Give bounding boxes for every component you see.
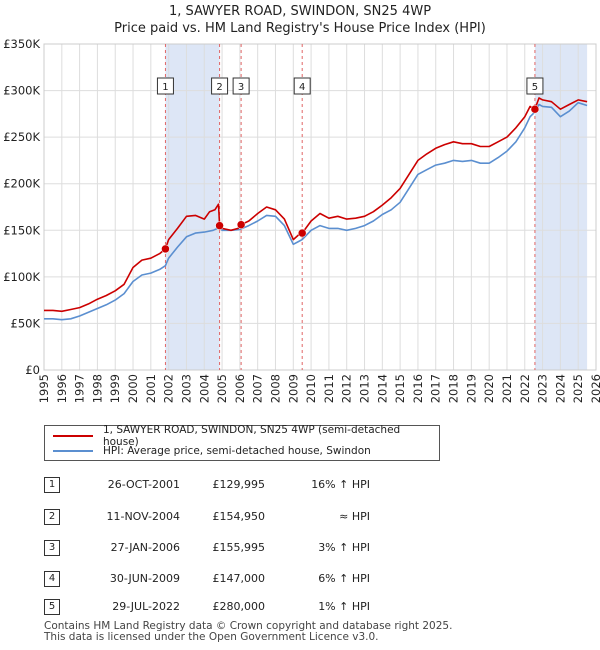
sale-date: 11-NOV-2004 [106,510,180,523]
sale-row: 5 29-JUL-2022 £280,000 1% ↑ HPI [0,597,600,617]
x-tick-label: 2007 [251,374,265,403]
y-tick-label: £250K [3,130,40,144]
x-tick-label: 1997 [73,374,87,403]
x-tick-label: 2003 [179,374,193,403]
sale-number-badge: 3 [44,540,60,556]
price-paid-line [44,97,588,313]
sale-row: 4 30-JUN-2009 £147,000 6% ↑ HPI [0,569,600,589]
y-tick-label: £350K [3,37,40,51]
sale-point [236,220,246,229]
chart-title-block: 1, SAWYER ROAD, SWINDON, SN25 4WP Price … [0,3,600,37]
hpi-line [44,101,588,321]
sale-number-badge: 1 [44,477,60,493]
x-tick-label: 2006 [233,374,247,403]
footer-attribution: Contains HM Land Registry data © Crown c… [44,621,452,643]
shaded-period [165,44,220,370]
x-tick-label: 2015 [393,374,407,403]
x-tick-label: 2017 [429,374,443,403]
footer-copyright: Contains HM Land Registry data © Crown c… [44,620,453,632]
chart-legend: 1, SAWYER ROAD, SWINDON, SN25 4WP (semi-… [44,424,440,461]
x-tick-label: 1999 [108,374,122,403]
sale-hpi-comparison: 3% ↑ HPI [318,541,370,554]
sale-hpi-comparison: 6% ↑ HPI [318,572,370,585]
x-tick-label: 2023 [536,374,550,403]
x-tick-label: 2025 [571,374,585,403]
sale-date: 29-JUL-2022 [112,600,180,613]
x-tick-label: 2021 [500,374,514,403]
y-tick-label: £300K [3,84,40,98]
legend-item-blue: HPI: Average price, semi-detached house,… [53,444,371,458]
chart-subtitle: Price paid vs. HM Land Registry's House … [114,21,486,36]
y-tick-label: £50K [11,316,41,330]
x-tick-label: 2011 [322,374,336,403]
x-tick-label: 2018 [447,374,461,403]
sale-row: 2 11-NOV-2004 £154,950 ≈ HPI [0,507,600,527]
legend-red-label: 1, SAWYER ROAD, SWINDON, SN25 4WP (semi-… [102,424,401,448]
sale-marker-label: 2 [216,82,222,93]
x-tick-label: 2004 [197,374,211,403]
sale-price: £129,995 [212,478,266,491]
legend-red-line [53,435,93,437]
x-tick-label: 1996 [55,374,69,403]
sale-date: 27-JAN-2006 [110,541,180,554]
sale-point [530,104,540,114]
x-tick-label: 2002 [162,374,176,403]
sale-price: £147,000 [212,572,266,585]
sale-hpi-comparison: 1% ↑ HPI [318,600,370,613]
x-tick-label: 2020 [482,374,496,403]
x-tick-label: 2009 [286,374,300,403]
sale-number-badge: 2 [44,509,60,525]
sale-number-badge: 4 [44,571,60,587]
x-tick-label: 1995 [37,374,51,403]
sale-point [297,228,307,238]
sale-marker-box [526,77,544,95]
sale-row: 3 27-JAN-2006 £155,995 3% ↑ HPI [0,538,600,558]
price-chart: £0 £50K £100K £150K £200K £250K £300K £350K 1995… [3,37,600,403]
chart-title: 1, SAWYER ROAD, SWINDON, SN25 4WP [168,4,432,19]
sale-row: 1 26-OCT-2001 £129,995 16% ↑ HPI [0,475,600,495]
x-tick-label: 2013 [358,374,372,403]
x-tick-label: 2000 [126,374,140,403]
sale-hpi-comparison: 16% ↑ HPI [311,478,370,491]
sale-point [161,244,170,254]
x-tick-label: 2024 [553,374,567,403]
sale-marker-label: 3 [238,82,244,93]
y-tick-label: £200K [3,177,40,191]
y-tick-label: £150K [3,223,40,237]
sale-marker-label: 5 [532,82,538,93]
x-tick-label: 2026 [589,374,600,403]
y-tick-label: £0 [25,363,40,377]
x-tick-label: 2019 [464,374,478,403]
x-tick-label: 1998 [90,374,104,403]
x-tick-label: 2005 [215,374,229,403]
sale-number-badge: 5 [44,599,60,615]
sale-point [215,221,224,230]
x-tick-label: 2001 [144,374,158,403]
sale-marker-box [232,77,250,95]
sale-price: £155,995 [212,541,266,554]
x-tick-label: 2016 [411,374,425,403]
legend-blue-label: HPI: Average price, semi-detached house,… [103,445,371,457]
y-tick-label: £100K [3,270,40,284]
sale-marker-label: 1 [162,82,168,93]
sale-price: £280,000 [212,600,266,613]
sale-date: 26-OCT-2001 [107,478,180,491]
plot-frame [43,43,597,371]
legend-item-red: 1, SAWYER ROAD, SWINDON, SN25 4WP (semi-… [53,424,439,448]
x-tick-label: 2010 [304,374,318,403]
x-tick-label: 2022 [518,374,532,403]
legend-blue-line [53,450,93,452]
x-tick-label: 2014 [375,374,389,403]
sale-marker-box [293,77,311,95]
sale-marker-box [211,77,229,95]
x-tick-label: 2008 [268,374,282,403]
sale-date: 30-JUN-2009 [109,572,180,585]
sale-hpi-comparison: ≈ HPI [339,510,370,523]
sale-marker-label: 4 [299,82,305,93]
footer-licence: This data is licensed under the Open Gov… [44,631,379,643]
sale-marker-box [156,77,174,95]
x-tick-label: 2012 [340,374,354,403]
sale-price: £154,950 [212,510,266,523]
